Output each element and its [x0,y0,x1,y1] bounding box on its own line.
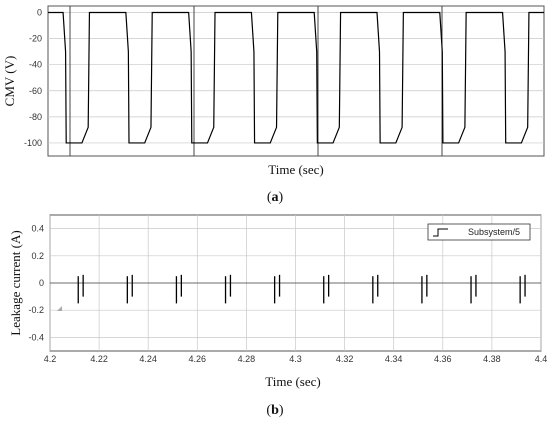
chart-b-y-tick-label: 0.4 [31,224,44,234]
chart-b-y-axis-label: Leakage current (A) [8,230,23,335]
caption-a-close: ) [279,190,284,205]
caption-b: (b) [266,403,283,418]
chart-b-leakage-series [77,274,526,304]
chart-a-cmv-waveform [48,11,544,144]
chart-b-x-tick-label: 4.34 [385,354,403,364]
chart-b-legend: Subsystem/5 [427,223,531,241]
chart-b-x-tick-label: 4.36 [434,354,452,364]
chart-b-y-tick-label: -0.2 [28,305,44,315]
chart-a-y-tick-label: -20 [29,34,42,44]
legend-box [427,223,531,241]
chart-b-y-tick-label: 0.2 [31,251,44,261]
chart-a-y-tick-label: -40 [29,60,42,70]
chart-b-resize-grip-icon [57,306,62,311]
chart-b-x-tick-label: 4.2 [44,354,57,364]
chart-b-x-tick-label: 4.38 [483,354,501,364]
caption-a-open: ( [267,190,272,205]
chart-b-x-tick-label: 4.22 [90,354,108,364]
chart-a-y-tick-label: -60 [29,86,42,96]
chart-b-x-tick-label: 4.32 [336,354,354,364]
chart-a-plot-area [47,5,545,157]
chart-b-x-ticks: 4.2 4.22 4.24 4.26 4.28 4.3 4.32 4.34 4.36 4.38 4.… [44,354,548,364]
caption-b-open: ( [266,403,271,418]
chart-a-x-axis-label: Time (sec) [268,162,324,177]
chart-b: 0.40.20-0.2-0.4 4.2 4.22 4.24 4.26 4.28 4.3 4.… [8,214,548,389]
chart-a-y-tick-label: -100 [24,138,42,148]
legend-step-icon [433,228,448,237]
caption-b-letter: b [271,403,279,418]
chart-a-y-tick-label: 0 [37,8,42,18]
legend-entry-label: Subsystem/5 [468,227,520,237]
chart-a-y-ticks: 0 -20 -40 -60 -80 -100 [24,8,42,148]
chart-b-x-tick-label: 4.28 [238,354,256,364]
chart-b-x-tick-label: 4.24 [139,354,157,364]
chart-b-y-ticks: 0.4 0.2 0 -0.2 -0.4 [28,224,44,343]
chart-a-y-tick-label: -80 [29,112,42,122]
chart-b-x-tick-label: 4.26 [189,354,207,364]
chart-a: 0 -20 -40 -60 -80 -100 CMV (V) Time (sec) [2,5,545,177]
chart-b-y-tick-label: 0 [39,278,44,288]
caption-a: (a) [267,190,284,205]
chart-b-y-tick-label: -0.4 [28,332,44,342]
chart-b-x-tick-label: 4.3 [289,354,302,364]
caption-b-close: ) [279,403,284,418]
chart-b-x-axis-label: Time (sec) [265,374,321,389]
caption-a-letter: a [272,190,279,205]
chart-a-y-axis-label: CMV (V) [2,56,17,107]
chart-b-x-tick-label: 4.4 [535,354,548,364]
